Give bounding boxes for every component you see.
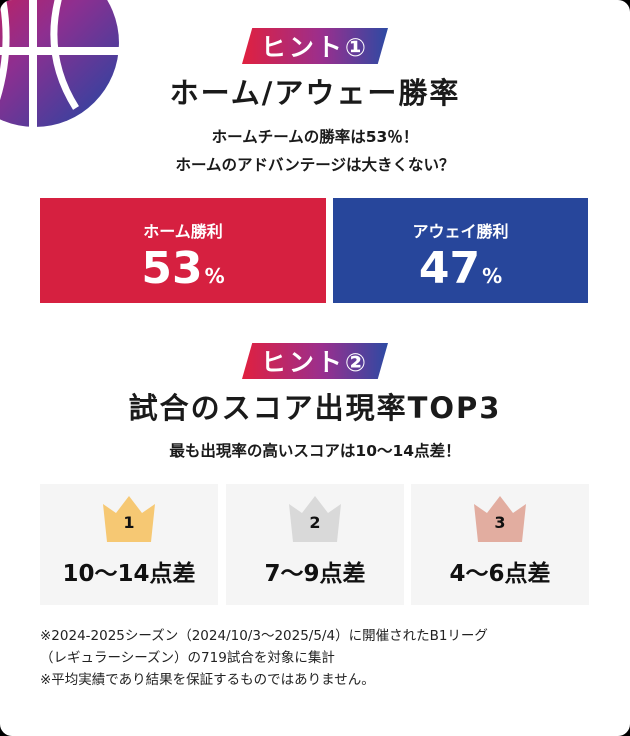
rank-score: 7〜9点差 [264, 561, 366, 587]
away-win-value: 47% [333, 244, 588, 301]
rank-number: 2 [309, 513, 321, 532]
hint1-subtitle-line: ホームチームの勝率は53％！ [211, 128, 419, 146]
rank-card-3: 3 4〜6点差 [411, 484, 589, 605]
crown-icon: 1 [103, 496, 155, 542]
away-win-number: 47 [418, 243, 481, 294]
rank-score: 4〜6点差 [449, 561, 551, 587]
hint2-subtitle: 最も出現率の高いスコアは10〜14点差！ [169, 442, 461, 460]
hint2-title: 試合のスコア出現率TOP3 [128, 391, 502, 425]
footnote-line: ※平均実績であり結果を保証するものではありません。 [40, 672, 375, 688]
home-win-number: 53 [141, 243, 203, 294]
away-win-unit: % [482, 264, 503, 288]
hint1-badge: ヒント① [242, 28, 388, 64]
home-win-label: ホーム勝利 [143, 222, 223, 241]
footnote-line: （レギュラーシーズン）の719試合を対象に集計 [40, 650, 335, 666]
rank-number: 1 [123, 513, 135, 532]
rank-card-2: 2 7〜9点差 [226, 484, 404, 605]
crown-icon: 3 [474, 496, 526, 542]
rank-card-1: 1 10〜14点差 [40, 484, 218, 605]
hint1-title: ホーム/アウェー勝率 [169, 76, 461, 110]
rank-score: 10〜14点差 [62, 561, 196, 587]
hint1-subtitle-line: ホームのアドバンテージは大きくない？ [175, 156, 455, 174]
home-win-unit: % [204, 264, 225, 288]
rank-number: 3 [494, 513, 506, 532]
home-win-stat: ホーム勝利 53% [40, 198, 326, 303]
away-win-label: アウェイ勝利 [412, 222, 509, 241]
hint2-badge-label: ヒント② [260, 348, 370, 377]
home-win-value: 53% [40, 244, 326, 301]
hint1-subtitle: ホームチームの勝率は53％！ ホームのアドバンテージは大きくない？ [0, 123, 630, 179]
hint2-badge: ヒント② [242, 343, 388, 379]
footnotes: ※2024-2025シーズン（2024/10/3〜2025/5/4）に開催された… [40, 625, 610, 691]
away-win-stat: アウェイ勝利 47% [333, 198, 588, 303]
crown-icon: 2 [289, 496, 341, 542]
hint1-badge-label: ヒント① [260, 33, 370, 62]
footnote-line: ※2024-2025シーズン（2024/10/3〜2025/5/4）に開催された… [40, 628, 488, 644]
basketball-icon [0, 0, 120, 128]
